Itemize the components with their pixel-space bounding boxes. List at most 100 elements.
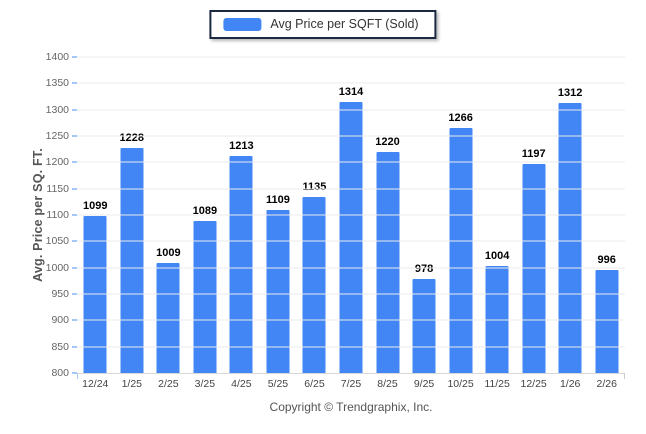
bar-11/25 bbox=[485, 265, 509, 373]
bar-value-label: 1004 bbox=[484, 249, 510, 262]
y-tick-label: 1350 bbox=[45, 77, 69, 90]
legend-label: Avg Price per SQFT (Sold) bbox=[270, 17, 419, 32]
plot-area: 1099 1228 1009 1089 1213 1109 1135 1314 1220 978 1… bbox=[72, 56, 625, 379]
x-tick-label: 9/25 bbox=[413, 378, 435, 390]
bar-slot: 1109 bbox=[260, 57, 297, 373]
bar-slot: 1314 bbox=[333, 57, 370, 373]
y-tick-label: 1050 bbox=[45, 235, 69, 248]
bar-value-label: 1197 bbox=[521, 147, 546, 160]
bar-slot: 1228 bbox=[114, 57, 151, 373]
y-axis-labels: 800 850 900 950 1000 1050 1100 1150 1200 1250 1300… bbox=[0, 52, 69, 378]
gridline bbox=[77, 82, 625, 84]
x-tick-label: 7/25 bbox=[340, 378, 362, 390]
y-axis-tick-mark bbox=[72, 372, 77, 374]
bar-value-label: 1213 bbox=[229, 139, 254, 152]
gridline bbox=[77, 267, 625, 269]
bar-value-label: 1089 bbox=[192, 204, 218, 217]
bar-slot: 1135 bbox=[296, 57, 333, 373]
bar-value-label: 1228 bbox=[119, 131, 145, 144]
bar-value-label: 996 bbox=[597, 253, 616, 266]
y-axis-tick-mark bbox=[72, 135, 77, 137]
bars-container: 1099 1228 1009 1089 1213 1109 1135 1314 1220 978 1… bbox=[77, 57, 625, 373]
x-tick-label: 11/25 bbox=[484, 378, 510, 390]
bar-1/25 bbox=[120, 147, 144, 373]
y-tick-label: 850 bbox=[51, 340, 69, 353]
x-axis-start-tick bbox=[77, 373, 78, 379]
bar-slot: 1213 bbox=[223, 57, 260, 373]
y-tick-label: 800 bbox=[51, 366, 69, 379]
x-tick-label: 3/25 bbox=[194, 378, 216, 390]
y-axis-tick-mark bbox=[72, 266, 77, 269]
bar-value-label: 1135 bbox=[302, 180, 327, 193]
x-tick-label: 6/25 bbox=[304, 378, 325, 390]
bar-2/25 bbox=[156, 262, 180, 373]
x-axis-labels: 12/24 1/25 2/25 3/25 4/25 5/25 6/25 7/25 8/25 9/2… bbox=[77, 379, 625, 390]
y-tick-label: 1100 bbox=[46, 208, 69, 221]
bar-value-label: 1312 bbox=[557, 87, 583, 100]
gridline bbox=[77, 240, 625, 242]
gridline bbox=[77, 135, 625, 137]
gridline bbox=[77, 319, 625, 321]
bar-slot: 978 bbox=[406, 57, 443, 373]
y-tick-label: 1250 bbox=[45, 129, 69, 142]
y-tick-label: 1150 bbox=[46, 182, 69, 195]
bar-slot: 1220 bbox=[369, 57, 406, 373]
bar-value-label: 1314 bbox=[338, 86, 364, 99]
bar-slot: 1004 bbox=[479, 57, 516, 373]
bar-slot: 996 bbox=[588, 57, 625, 373]
x-tick-label: 5/25 bbox=[267, 378, 289, 390]
bar-value-label: 1266 bbox=[448, 111, 473, 124]
bar-slot: 1089 bbox=[187, 57, 224, 373]
bar-10/25 bbox=[449, 127, 473, 373]
x-tick-label: 10/25 bbox=[447, 378, 474, 390]
y-tick-label: 900 bbox=[51, 314, 69, 327]
y-tick-label: 1400 bbox=[45, 50, 69, 63]
y-axis-tick-mark bbox=[72, 82, 77, 85]
gridline bbox=[77, 56, 625, 58]
bar-4/25 bbox=[229, 155, 253, 373]
bar-2/26 bbox=[595, 269, 619, 373]
bar-6/25 bbox=[302, 196, 326, 373]
y-axis-tick-mark bbox=[72, 240, 77, 243]
bar-slot: 1312 bbox=[552, 57, 589, 373]
y-axis-tick-mark bbox=[72, 345, 77, 348]
bar-3/25 bbox=[193, 220, 217, 373]
x-tick-label: 4/25 bbox=[231, 378, 252, 390]
legend: Avg Price per SQFT (Sold) bbox=[209, 10, 437, 39]
bar-value-label: 1009 bbox=[156, 246, 181, 259]
y-axis-tick-mark bbox=[72, 56, 77, 58]
bar-12/25 bbox=[522, 163, 546, 373]
bar-5/25 bbox=[266, 210, 290, 373]
y-axis-tick-mark bbox=[72, 293, 77, 295]
x-tick-label: 1/25 bbox=[121, 378, 143, 390]
y-axis-tick-mark bbox=[72, 187, 77, 190]
gridline bbox=[77, 188, 625, 190]
copyright-text: Copyright © Trendgraphix, Inc. bbox=[269, 400, 433, 414]
bar-value-label: 1220 bbox=[375, 135, 400, 148]
bar-value-label: 978 bbox=[414, 263, 434, 276]
bar-9/25 bbox=[412, 279, 436, 373]
gridline bbox=[77, 161, 625, 163]
gridline bbox=[77, 109, 625, 111]
x-tick-label: 8/25 bbox=[377, 378, 398, 390]
y-axis-tick-mark bbox=[72, 319, 77, 322]
y-tick-label: 950 bbox=[51, 287, 69, 300]
y-axis-tick-mark bbox=[72, 161, 77, 164]
bar-8/25 bbox=[376, 151, 400, 373]
gridline bbox=[77, 214, 625, 216]
bar-7/25 bbox=[339, 102, 363, 373]
y-tick-label: 1200 bbox=[45, 156, 69, 169]
x-tick-label: 1/26 bbox=[559, 378, 581, 390]
bar-slot: 1009 bbox=[150, 57, 187, 373]
x-axis-end-tick bbox=[624, 373, 625, 379]
legend-swatch-icon bbox=[223, 18, 262, 31]
bar-value-label: 1109 bbox=[265, 194, 290, 207]
x-tick-label: 12/25 bbox=[520, 378, 547, 390]
y-tick-label: 1000 bbox=[45, 261, 69, 274]
y-axis-tick-mark bbox=[72, 214, 77, 216]
y-tick-label: 1300 bbox=[45, 103, 69, 116]
x-tick-label: 2/26 bbox=[596, 378, 617, 390]
x-tick-label: 12/24 bbox=[82, 378, 109, 390]
bar-1/26 bbox=[558, 103, 582, 373]
